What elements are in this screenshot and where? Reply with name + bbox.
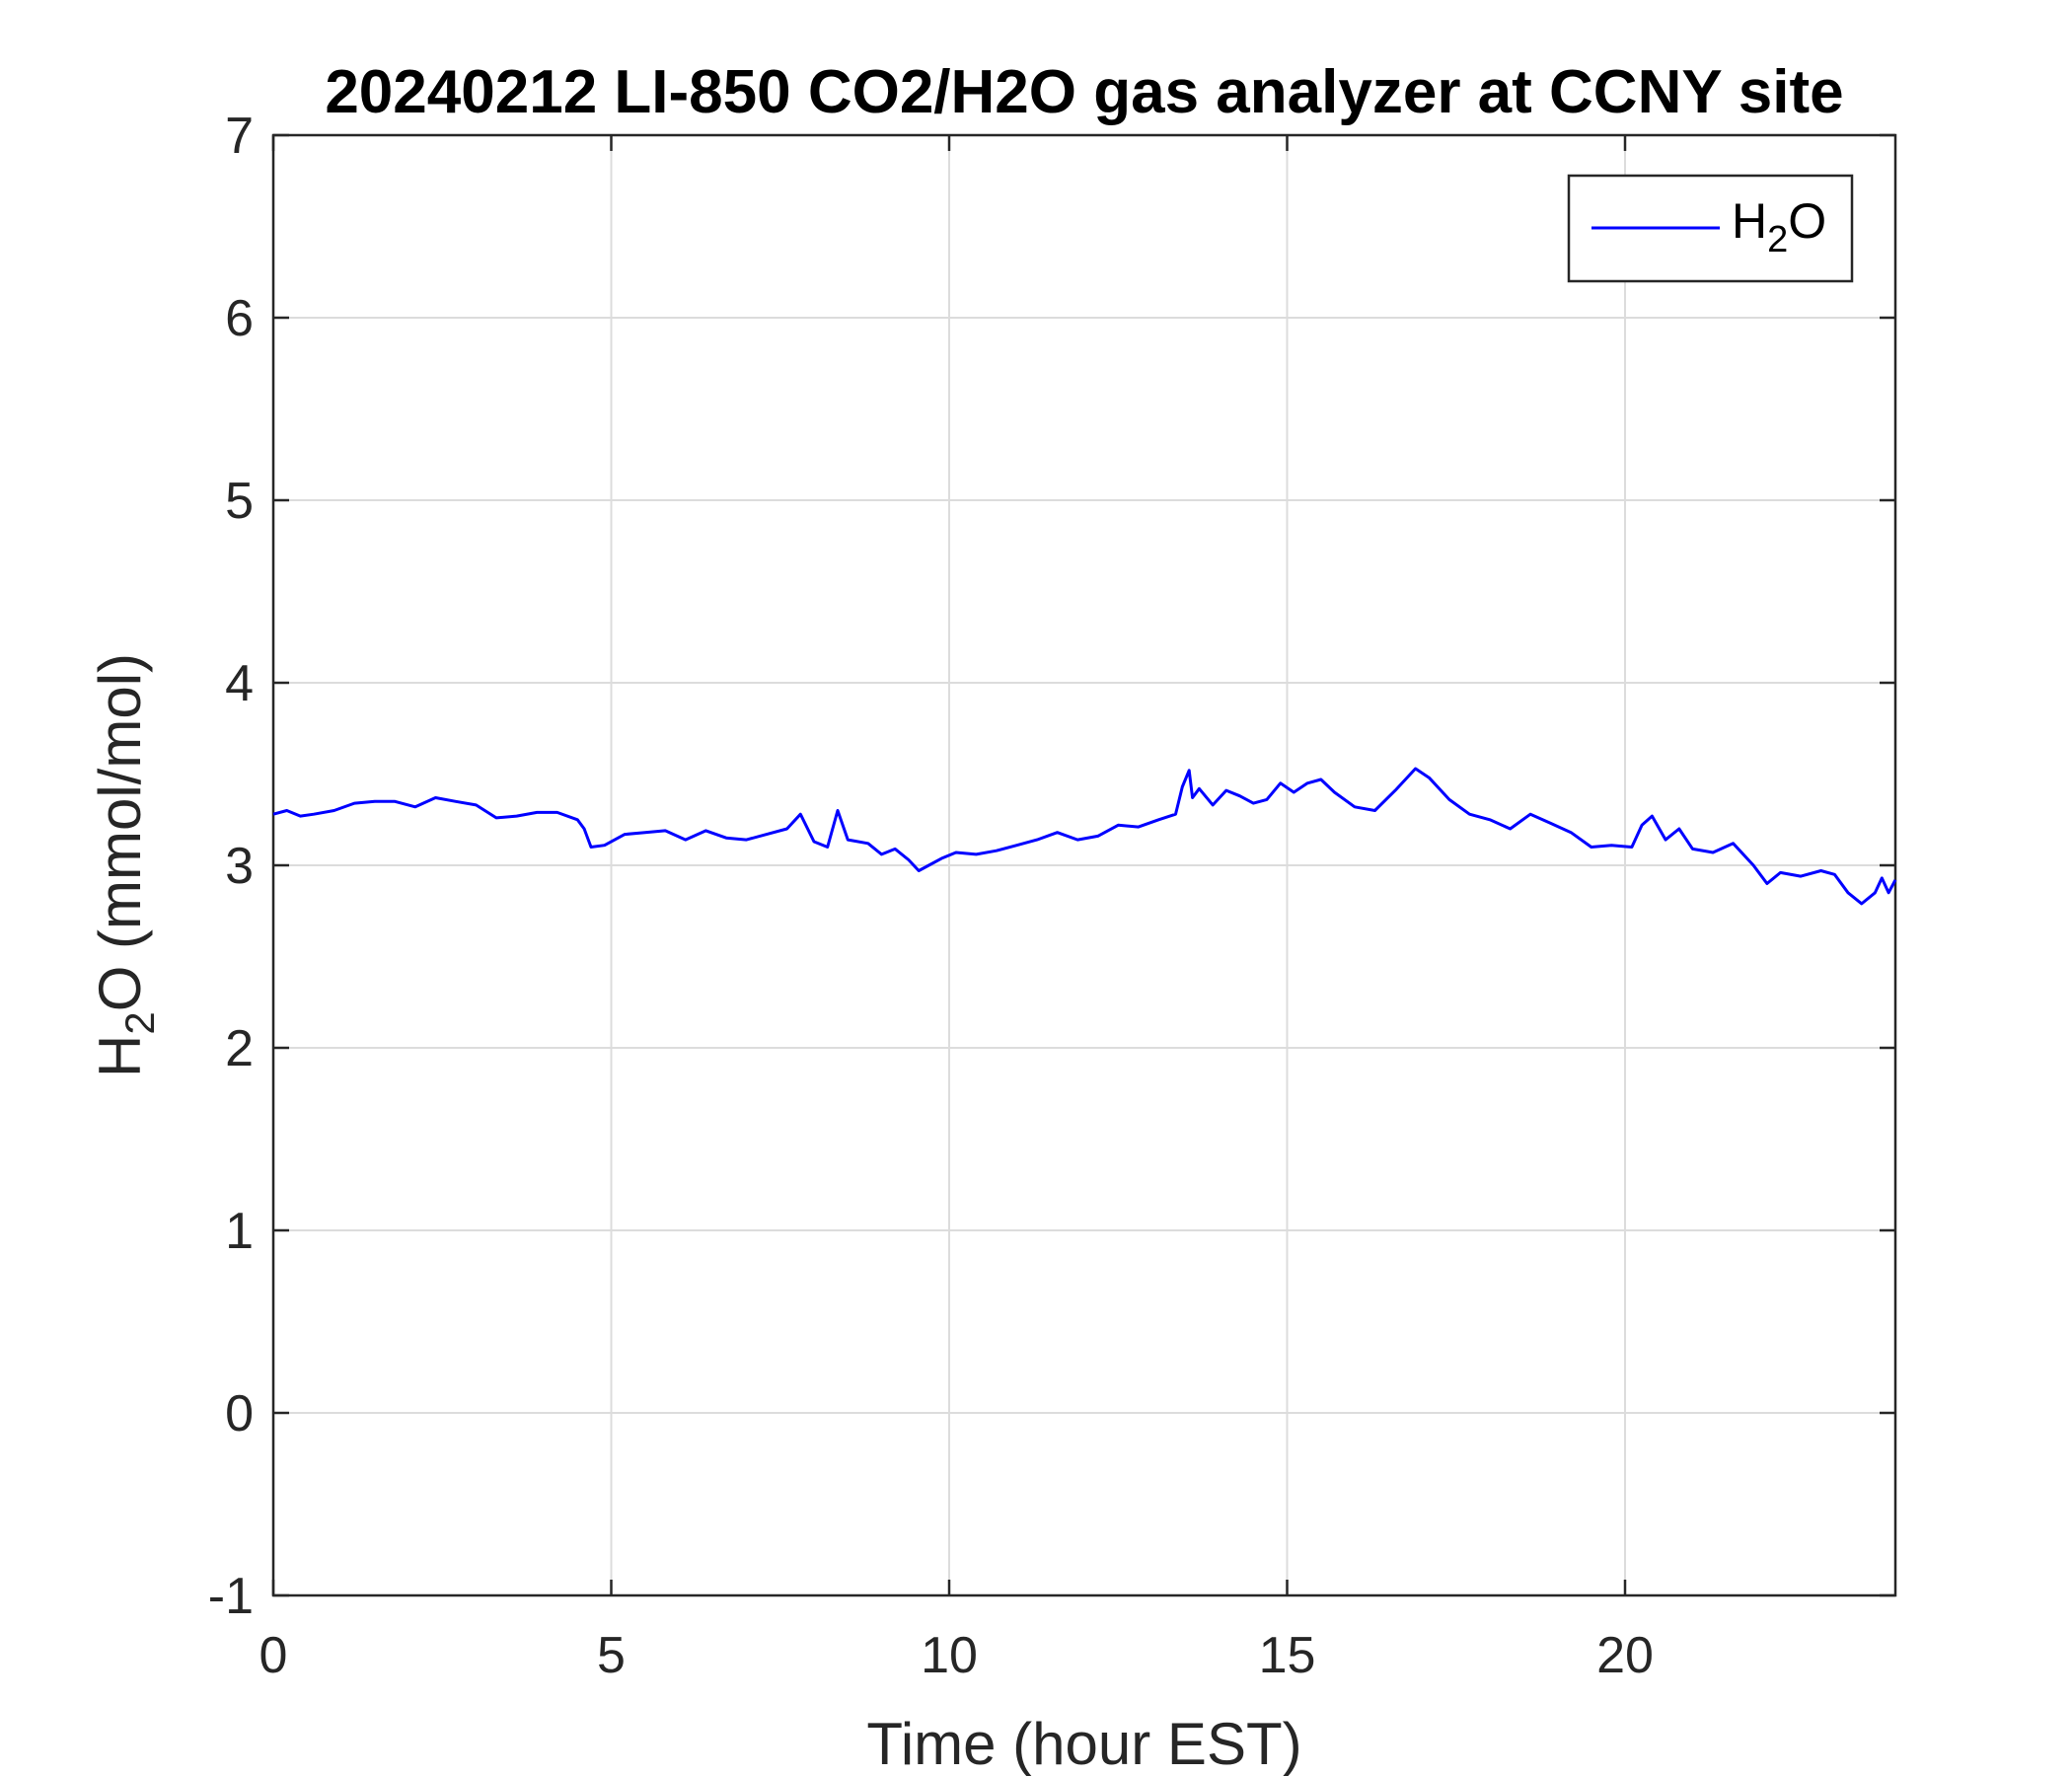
series-layer [272, 767, 1897, 906]
legend-label-subscript: 2 [1767, 219, 1788, 260]
y-tick-label: 5 [225, 473, 254, 530]
y-tick-label: 2 [225, 1020, 254, 1077]
y-axis-label-prefix: H [87, 1035, 153, 1077]
axes-box [271, 133, 1897, 1597]
x-tick-label: 0 [259, 1627, 288, 1684]
y-axis-label-suffix: O (mmol/mol) [87, 653, 153, 1011]
y-tick-label: 3 [225, 838, 254, 895]
chart-title: 20240212 LI-850 CO2/H2O gas analyzer at … [325, 58, 1843, 126]
x-tick-label: 10 [921, 1627, 978, 1684]
legend-label-suffix: O [1788, 193, 1826, 249]
y-tick-label: 6 [225, 290, 254, 347]
legend-label-prefix: H [1732, 193, 1767, 249]
y-axis-label: H2O (mmol/mol) [87, 653, 163, 1077]
y-tick-label: 0 [225, 1385, 254, 1443]
x-tick-label: 20 [1596, 1627, 1654, 1684]
y-tick-label: 4 [225, 655, 254, 712]
legend: H2O [1567, 174, 1854, 283]
y-tick-label: -1 [208, 1568, 254, 1625]
y-axis-label-subscript: 2 [116, 1011, 163, 1034]
x-axis-label: Time (hour EST) [866, 1711, 1301, 1776]
x-tick-label: 5 [597, 1627, 626, 1684]
y-tick-label: 7 [225, 108, 254, 165]
grid-lines [273, 135, 1895, 1595]
series-line-h2o [272, 767, 1897, 906]
legend-label-h2o: H2O [1732, 193, 1826, 260]
x-tick-label: 15 [1259, 1627, 1316, 1684]
y-tick-label: 1 [225, 1203, 254, 1260]
